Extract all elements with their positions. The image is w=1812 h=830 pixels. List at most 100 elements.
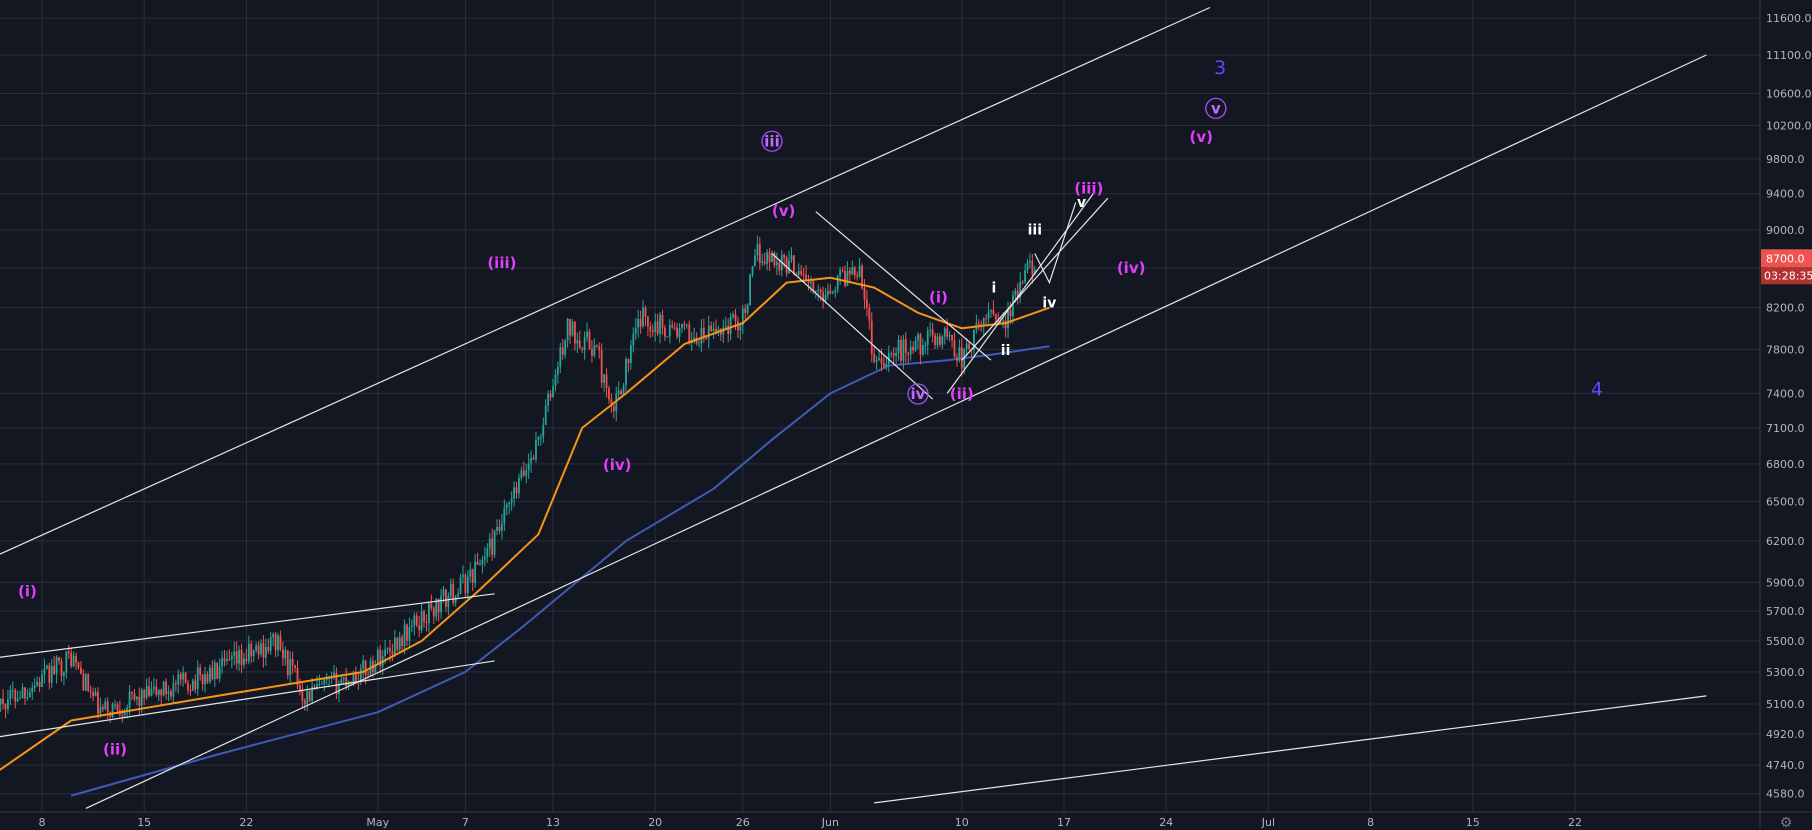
price-tick-label: 7400.0 xyxy=(1766,387,1805,400)
candle-up xyxy=(518,478,520,494)
candle-up xyxy=(182,672,185,680)
candle-up xyxy=(486,548,489,557)
trend-lines[interactable] xyxy=(0,6,1707,809)
candle-up xyxy=(559,347,562,368)
candle-down xyxy=(437,598,440,613)
price-tick-label: 11600.0 xyxy=(1766,12,1812,25)
candle-up xyxy=(634,327,637,334)
candle-up xyxy=(593,345,596,356)
wave-label-major: 4 xyxy=(1591,379,1603,401)
candle-up xyxy=(28,692,31,698)
candle-down xyxy=(883,363,885,367)
candle-up xyxy=(469,569,472,577)
candle-up xyxy=(247,643,250,662)
trend-line[interactable] xyxy=(0,593,495,660)
trend-line[interactable] xyxy=(874,695,1707,804)
candle-up xyxy=(94,691,97,697)
candle-down xyxy=(1031,260,1034,275)
candle-up xyxy=(333,672,335,678)
candle-down xyxy=(211,667,214,680)
candle-up xyxy=(374,663,377,673)
candle-down xyxy=(819,289,822,293)
candle-down xyxy=(841,270,844,272)
candle-up xyxy=(895,352,897,356)
candle-up xyxy=(751,266,754,275)
candle-down xyxy=(92,692,94,697)
candle-up xyxy=(306,690,309,705)
candle-up xyxy=(393,637,396,655)
candle-up xyxy=(408,627,411,641)
candle-down xyxy=(116,704,119,711)
candle-up xyxy=(376,649,379,664)
candle-up xyxy=(26,697,29,699)
ma-fast-layer xyxy=(0,276,1050,771)
trend-line[interactable] xyxy=(0,660,495,739)
candle-up xyxy=(948,335,951,337)
time-tick-label: 22 xyxy=(1568,816,1582,829)
candle-down xyxy=(744,308,747,313)
candle-down xyxy=(498,526,501,531)
candle-up xyxy=(352,674,355,684)
candle-up xyxy=(474,561,477,583)
projection-path[interactable] xyxy=(1034,202,1077,285)
candle-down xyxy=(968,343,970,350)
candle-down xyxy=(651,330,654,333)
candle-up xyxy=(136,696,138,700)
candle-down xyxy=(80,667,82,674)
candle-down xyxy=(155,686,158,696)
candle-up xyxy=(527,463,530,471)
candle-up xyxy=(318,684,321,686)
wave-label: (i) xyxy=(18,583,37,601)
trend-line[interactable] xyxy=(946,193,1094,394)
candle-up xyxy=(172,683,175,697)
candle-down xyxy=(661,314,664,328)
time-tick-label: 15 xyxy=(1466,816,1480,829)
candle-up xyxy=(325,678,328,680)
candle-up xyxy=(717,328,720,332)
trend-line[interactable] xyxy=(85,54,1707,809)
candle-up xyxy=(218,666,221,679)
candle-down xyxy=(639,319,642,327)
candle-up xyxy=(167,691,170,694)
candle-up xyxy=(359,668,362,682)
candle-up xyxy=(1007,310,1009,329)
candle-up xyxy=(243,658,245,665)
candle-up xyxy=(9,690,12,700)
candle-down xyxy=(870,320,873,355)
candle-down xyxy=(235,651,238,664)
candle-down xyxy=(245,658,248,662)
candle-down xyxy=(87,673,90,692)
candle-up xyxy=(233,651,236,656)
gear-icon[interactable]: ⚙ xyxy=(1780,815,1793,830)
candle-up xyxy=(943,328,946,337)
candle-up xyxy=(323,679,326,684)
trend-line[interactable] xyxy=(771,253,934,400)
trend-line[interactable] xyxy=(815,211,992,361)
candle-up xyxy=(539,436,542,438)
candle-down xyxy=(389,648,391,652)
trend-line[interactable] xyxy=(961,197,1109,361)
candle-down xyxy=(70,653,73,667)
candle-up xyxy=(909,346,912,355)
candle-up xyxy=(771,252,773,262)
candle-up xyxy=(226,658,228,662)
candle-up xyxy=(897,339,900,353)
candle-down xyxy=(763,261,766,264)
candle-down xyxy=(174,683,177,685)
candle-down xyxy=(279,635,282,650)
candle-down xyxy=(605,374,608,389)
candle-down xyxy=(148,686,150,697)
candle-down xyxy=(106,701,109,713)
candle-down xyxy=(313,686,316,689)
trend-line[interactable] xyxy=(0,6,1211,561)
candle-up xyxy=(797,271,800,275)
candle-up xyxy=(114,704,116,706)
candle-down xyxy=(430,603,433,608)
ma-slow-line xyxy=(70,345,1050,797)
candle-up xyxy=(729,317,732,334)
candles xyxy=(0,235,1036,723)
candle-down xyxy=(683,324,686,326)
candle-down xyxy=(97,691,99,714)
candle-down xyxy=(805,274,807,282)
